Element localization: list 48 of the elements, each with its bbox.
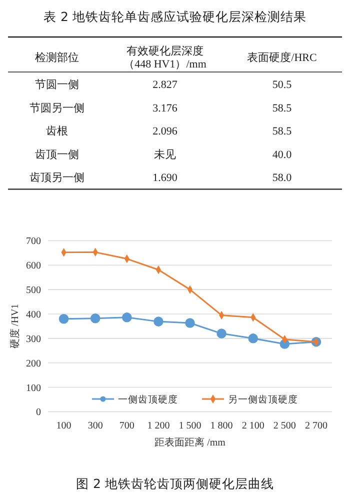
x-tick-label: 2 500 [273,420,296,432]
text: 齿顶另一侧 [30,171,84,184]
y-axis-title: 硬度 /HV1 [9,304,21,349]
text: 节圆一侧 [35,78,79,91]
text: 齿根 [46,124,68,138]
text: 2.827 [152,79,178,91]
x-tick-label: 2 700 [304,420,328,432]
point [154,316,164,326]
y-tick-label: 100 [26,382,41,394]
x-tick-label: 1 500 [178,420,202,432]
text: 58.5 [272,126,292,138]
legend-label: 一侧齿顶硬度 [118,394,178,406]
text: 3.176 [152,102,178,114]
text: 检测部位 [35,51,79,64]
x-tick-label: 1 800 [210,420,233,432]
y-tick-label: 400 [26,309,41,320]
y-tick-label: 600 [26,260,41,272]
point [248,334,258,344]
x-tick-label: 700 [119,420,134,432]
text: 齿顶一侧 [35,148,79,161]
y-tick-label: 500 [26,285,41,296]
text: 表 2 地铁齿轮单齿感应试验硬化层深检测结果 [44,9,306,24]
text: 1.690 [152,172,178,184]
point [58,314,69,324]
x-tick-label: 2 100 [242,420,264,432]
text: 图 2 地铁齿轮齿顶两侧硬化层曲线 [76,476,274,491]
x-tick-label: 100 [56,420,72,432]
text: 2.096 [152,126,178,138]
x-axis-title: 距表面距离 /mm [154,436,226,449]
y-tick-label: 700 [26,236,41,248]
legend-label: 另一侧齿顶硬度 [228,394,298,406]
text: 未见 [154,148,176,161]
text: 58.5 [272,102,292,114]
text: 50.5 [272,79,292,91]
text: 节圆另一侧 [30,101,84,114]
x-tick-label: 1 200 [147,420,170,432]
y-tick-label: 0 [36,407,41,418]
text: 有效硬化层深度（448 HV1）/mm [124,44,207,70]
y-tick-label: 300 [26,334,41,345]
y-tick-label: 200 [26,358,41,370]
point [90,314,100,324]
x-tick-label: 300 [88,420,103,432]
text: 表面硬度/HRC [247,51,317,64]
point [216,328,226,338]
point [122,312,132,322]
point [185,318,195,328]
text: 40.0 [272,148,292,161]
text: 58.0 [272,172,292,184]
